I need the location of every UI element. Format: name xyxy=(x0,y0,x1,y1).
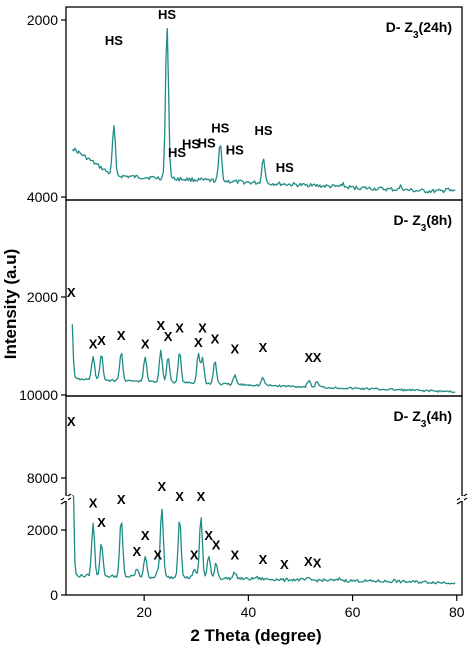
peak-label: HS xyxy=(182,136,200,151)
pattern-line xyxy=(71,324,456,394)
peak-label: HS xyxy=(158,7,176,22)
x-tick-label: 60 xyxy=(345,604,361,620)
peak-label: X xyxy=(117,492,126,507)
peak-label: X xyxy=(67,285,76,300)
peak-label: HS xyxy=(168,145,186,160)
peak-label: X xyxy=(211,332,220,347)
peak-label: X xyxy=(89,495,98,510)
peak-label: X xyxy=(141,336,150,351)
x-axis: 20 40 60 80 xyxy=(136,595,465,620)
peak-label: X xyxy=(133,544,142,559)
peak-label: X xyxy=(67,414,76,429)
peak-label: X xyxy=(194,335,203,350)
peak-label: X xyxy=(158,479,167,494)
peak-label: X xyxy=(304,350,313,365)
x-tick-label: 80 xyxy=(449,604,465,620)
x-tick-label: 40 xyxy=(241,604,257,620)
panel-label: D- Z3(24h) xyxy=(386,19,452,41)
peak-label: X xyxy=(175,321,184,336)
peak-label: X xyxy=(97,333,106,348)
peak-label: X xyxy=(313,555,322,570)
axis-break-gap xyxy=(64,496,68,501)
peak-label: X xyxy=(230,547,239,562)
panel-label: D- Z3(8h) xyxy=(394,212,452,234)
peak-label: X xyxy=(156,318,165,333)
y-tick-label: 2000 xyxy=(27,12,58,28)
peak-label: X xyxy=(164,329,173,344)
y-tick-label: 0 xyxy=(50,587,58,603)
peak-label: X xyxy=(190,547,199,562)
peak-label: X xyxy=(153,547,162,562)
peak-label: HS xyxy=(254,123,272,138)
peak-label: X xyxy=(89,336,98,351)
peak-label: HS xyxy=(198,135,216,150)
pattern-line xyxy=(71,494,456,585)
y-tick-label: 2000 xyxy=(27,289,58,305)
peak-label: X xyxy=(304,554,313,569)
peak-label: X xyxy=(204,528,213,543)
pattern-line xyxy=(71,27,456,194)
y-tick-label: 2000 xyxy=(27,522,58,538)
y-tick-label: 10000 xyxy=(19,387,58,403)
y-tick-label: 8000 xyxy=(27,470,58,486)
panel-frame xyxy=(65,6,463,201)
peak-label: X xyxy=(230,341,239,356)
peak-label: X xyxy=(175,489,184,504)
peak-label: X xyxy=(97,515,106,530)
peak-label: X xyxy=(313,350,322,365)
peak-label: X xyxy=(280,557,289,572)
y-axis-title: Intensity (a.u) xyxy=(1,249,20,360)
y-tick-label: 4000 xyxy=(27,189,58,205)
peak-label: X xyxy=(197,489,206,504)
axis-break-gap xyxy=(460,496,464,501)
peak-label: X xyxy=(212,538,221,553)
peak-label: X xyxy=(141,528,150,543)
peak-label: HS xyxy=(226,143,244,158)
panel-frame xyxy=(65,395,463,596)
peak-label: HS xyxy=(211,120,229,135)
peak-label: X xyxy=(117,328,126,343)
peak-label: HS xyxy=(276,160,294,175)
x-axis-title: 2 Theta (degree) xyxy=(190,626,321,645)
panel-frame xyxy=(65,199,463,397)
peak-label: X xyxy=(259,340,268,355)
peak-label: HS xyxy=(105,33,123,48)
peak-label: X xyxy=(259,552,268,567)
peak-label: X xyxy=(198,321,207,336)
panel-label: D- Z3(4h) xyxy=(394,408,452,430)
x-tick-label: 20 xyxy=(136,604,152,620)
